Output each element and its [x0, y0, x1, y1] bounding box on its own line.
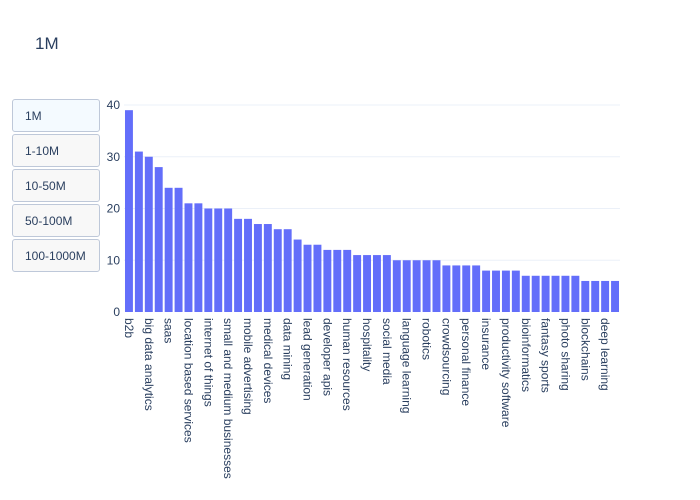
x-tick-label: location based services	[181, 318, 195, 443]
bar-crowdsourcing[interactable]	[442, 265, 451, 312]
bar-hospitality[interactable]	[363, 255, 372, 312]
x-tick-label: personal finance	[459, 318, 473, 406]
bar-fashion[interactable]	[531, 275, 540, 312]
x-tick-label: blockchains	[578, 318, 592, 381]
y-tick-label: 20	[107, 202, 121, 216]
bar-security[interactable]	[412, 260, 421, 312]
x-tick-label: internet of things	[201, 318, 215, 407]
x-tick-label: data mining	[281, 318, 295, 380]
bar-communities[interactable]	[392, 260, 401, 312]
bar-e-commerce[interactable]	[214, 208, 223, 313]
x-tick-label: language learning	[400, 318, 414, 413]
x-tick-label: productivity software	[499, 318, 513, 428]
bar-nonprofits[interactable]	[511, 270, 520, 312]
x-tick-label: hospitality	[360, 318, 374, 371]
bar-bioinformatics[interactable]	[521, 275, 530, 312]
x-tick-label: human resources	[340, 318, 354, 411]
bar-medical-devices[interactable]	[263, 224, 272, 312]
x-tick-label: deep learning	[598, 318, 612, 391]
bar-human-resources[interactable]	[343, 249, 352, 312]
bar-restaurants[interactable]	[432, 260, 441, 312]
bar-productivity-software[interactable]	[501, 270, 510, 312]
bar-b2b[interactable]	[124, 110, 133, 312]
x-tick-label: saas	[162, 318, 176, 343]
x-tick-label: crowdsourcing	[439, 318, 453, 395]
bar-photo-sharing[interactable]	[561, 275, 570, 312]
x-tick-label: insurance	[479, 318, 493, 370]
bar-education[interactable]	[353, 255, 362, 312]
bar-analytics[interactable]	[134, 151, 143, 312]
bar-small-and-medium-businesses[interactable]	[224, 208, 233, 313]
bar-fantasy-sports[interactable]	[541, 275, 550, 312]
bar-logistics[interactable]	[273, 229, 282, 312]
x-tick-label: small and medium businesses	[221, 318, 235, 479]
bar-real-estate[interactable]	[472, 265, 481, 312]
bar-fitness[interactable]	[591, 280, 600, 312]
range-button-1-10m[interactable]: 1-10M	[12, 134, 100, 167]
bar-gaming[interactable]	[571, 275, 580, 312]
x-tick-label: medical devices	[261, 318, 275, 403]
bar-cloud-computing[interactable]	[154, 167, 163, 312]
y-tick-label: 0	[113, 305, 120, 319]
chart-title: 1M	[35, 34, 59, 53]
bar-robotics[interactable]	[422, 260, 431, 312]
x-tick-label: photo sharing	[558, 318, 572, 391]
bar-insurance[interactable]	[482, 270, 491, 312]
bar-consulting[interactable]	[313, 244, 322, 312]
bar-social-media[interactable]	[382, 255, 391, 312]
bar-retail[interactable]	[234, 218, 243, 312]
y-tick-label: 30	[107, 150, 121, 164]
x-tick-label: developer apis	[320, 318, 334, 396]
bar-music[interactable]	[551, 275, 560, 312]
x-tick-label: lead generation	[301, 318, 315, 401]
bar-big-data-analytics[interactable]	[144, 156, 153, 312]
bar-blockchains[interactable]	[581, 280, 590, 312]
bar-market-research[interactable]	[333, 249, 342, 312]
y-tick-label: 40	[107, 98, 121, 112]
range-button-100-1000m[interactable]: 100-1000M	[12, 239, 100, 272]
range-button-group: 1M 1-10M 10-50M 50-100M 100-1000M	[12, 99, 100, 274]
x-tick-label: bioinformatics	[519, 318, 533, 392]
bar-data-mining[interactable]	[283, 229, 292, 312]
bar-location-based-services[interactable]	[184, 203, 193, 312]
x-tick-label: big data analytics	[142, 318, 156, 411]
bar-lead-generation[interactable]	[303, 244, 312, 312]
bar-digital-media[interactable]	[293, 239, 302, 312]
bar-mobile-commerce[interactable]	[194, 203, 203, 312]
x-tick-label: social media	[380, 318, 394, 385]
y-tick-label: 10	[107, 253, 121, 267]
range-button-1m[interactable]: 1M	[12, 99, 100, 132]
x-tick-label: robotics	[420, 318, 434, 360]
bar-internet-of-things[interactable]	[204, 208, 213, 313]
bar-language-learning[interactable]	[402, 260, 411, 312]
bar-personal-finance[interactable]	[462, 265, 471, 312]
bar-biotechnology[interactable]	[611, 280, 620, 312]
bar-travel[interactable]	[372, 255, 381, 312]
bar-developer-apis[interactable]	[323, 249, 332, 312]
bar-video[interactable]	[452, 265, 461, 312]
bar-mobile-advertising[interactable]	[244, 218, 252, 312]
x-tick-label: fantasy sports	[539, 318, 553, 393]
bar-saas[interactable]	[164, 187, 173, 312]
bar-sports[interactable]	[492, 270, 500, 312]
bar-deep-learning[interactable]	[601, 280, 610, 312]
bar-social-commerce[interactable]	[253, 224, 262, 312]
x-tick-label: mobile advertising	[241, 318, 255, 415]
x-tick-label: b2b	[122, 318, 136, 338]
range-button-50-100m[interactable]: 50-100M	[12, 204, 100, 237]
bar-marketplaces[interactable]	[174, 187, 183, 312]
range-button-10-50m[interactable]: 10-50M	[12, 169, 100, 202]
